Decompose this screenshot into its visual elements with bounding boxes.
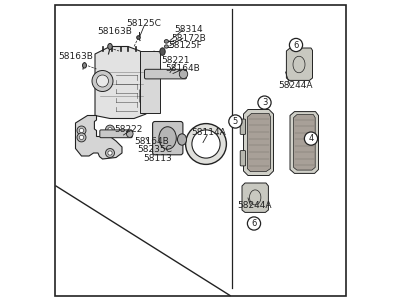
Ellipse shape <box>178 134 186 145</box>
FancyBboxPatch shape <box>144 69 186 79</box>
Polygon shape <box>286 48 312 80</box>
Ellipse shape <box>126 130 133 137</box>
Circle shape <box>77 126 86 135</box>
Ellipse shape <box>159 127 176 149</box>
FancyBboxPatch shape <box>100 130 132 138</box>
Ellipse shape <box>164 40 168 43</box>
Circle shape <box>186 124 226 164</box>
Text: 58164B: 58164B <box>134 137 169 146</box>
Circle shape <box>79 135 84 140</box>
Circle shape <box>247 217 261 230</box>
Text: 58125C: 58125C <box>126 20 161 28</box>
Text: 58125F: 58125F <box>168 41 202 50</box>
Polygon shape <box>95 46 146 118</box>
Polygon shape <box>290 112 318 173</box>
Circle shape <box>92 70 113 92</box>
Circle shape <box>106 125 114 134</box>
Circle shape <box>79 128 84 133</box>
Text: 6: 6 <box>251 219 257 228</box>
Text: 58244A: 58244A <box>238 201 272 210</box>
Ellipse shape <box>179 70 188 79</box>
Circle shape <box>258 96 271 109</box>
Text: 6: 6 <box>293 40 299 50</box>
Ellipse shape <box>137 36 140 39</box>
Text: 58222: 58222 <box>114 125 142 134</box>
Text: 58163B: 58163B <box>97 27 132 36</box>
Text: 58221: 58221 <box>162 56 190 65</box>
Text: 58164B: 58164B <box>165 64 200 73</box>
Text: 58314: 58314 <box>174 26 203 34</box>
Text: 4: 4 <box>308 134 314 143</box>
FancyBboxPatch shape <box>153 122 183 155</box>
Text: 58163B: 58163B <box>58 52 93 62</box>
Text: 5: 5 <box>233 117 238 126</box>
Polygon shape <box>242 183 268 212</box>
Text: 58172B: 58172B <box>172 34 206 43</box>
Polygon shape <box>247 113 270 172</box>
Ellipse shape <box>108 44 112 50</box>
Circle shape <box>77 133 86 142</box>
Polygon shape <box>244 110 274 176</box>
FancyBboxPatch shape <box>240 119 246 134</box>
Circle shape <box>106 148 114 158</box>
Ellipse shape <box>82 63 86 68</box>
Text: 58114A: 58114A <box>192 128 226 137</box>
Polygon shape <box>294 115 315 170</box>
FancyBboxPatch shape <box>140 51 160 112</box>
Circle shape <box>108 151 112 155</box>
Ellipse shape <box>160 48 165 55</box>
Circle shape <box>108 128 112 132</box>
FancyBboxPatch shape <box>240 151 246 166</box>
Text: 58113: 58113 <box>143 154 172 163</box>
Text: 58235C: 58235C <box>137 145 172 154</box>
Ellipse shape <box>164 45 168 48</box>
Text: 3: 3 <box>262 98 267 107</box>
Text: 58244A: 58244A <box>278 81 313 90</box>
Circle shape <box>192 130 220 158</box>
Polygon shape <box>76 116 122 159</box>
Circle shape <box>289 38 303 52</box>
Circle shape <box>229 115 242 128</box>
Circle shape <box>304 132 318 145</box>
Circle shape <box>96 75 108 87</box>
